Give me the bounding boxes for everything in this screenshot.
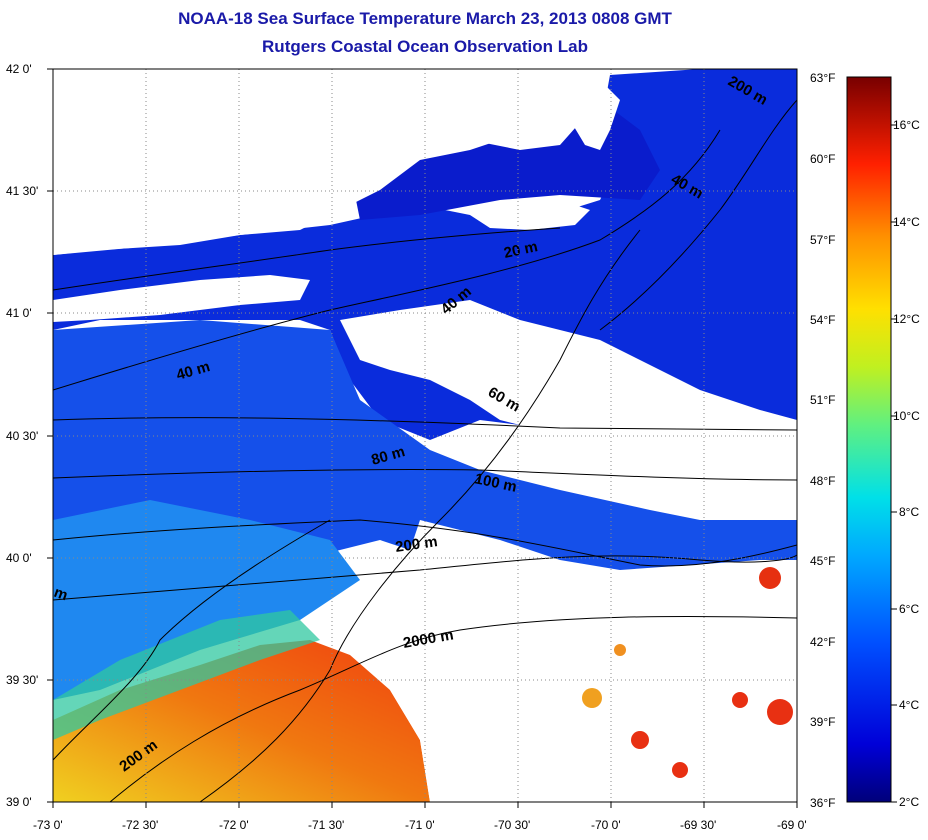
lat-label: 40 0' (6, 551, 32, 565)
cape-cod (500, 69, 620, 150)
lon-label: -70 30' (494, 818, 531, 832)
celsius-label: 10°C (893, 409, 920, 423)
lat-label: 42 0' (6, 62, 32, 76)
lon-label: -70 0' (591, 818, 621, 832)
fahrenheit-label: 48°F (810, 474, 836, 488)
warm-eddy (631, 731, 649, 749)
lon-label: -71 30' (308, 818, 345, 832)
fahrenheit-label: 42°F (810, 635, 836, 649)
lat-label: 40 30' (6, 429, 39, 443)
isobath-label-200m-mid: 200 m (394, 533, 438, 556)
warm-eddy (767, 699, 793, 725)
warm-eddy (582, 688, 602, 708)
warm-eddy (614, 644, 626, 656)
map-subtitle: Rutgers Coastal Ocean Observation Lab (262, 37, 588, 56)
long-island (53, 275, 310, 322)
cloud-east (340, 300, 797, 480)
isobaths (53, 99, 797, 802)
fahrenheit-label: 45°F (810, 554, 836, 568)
fahrenheit-label: 60°F (810, 152, 836, 166)
lon-label: -69 30' (680, 818, 717, 832)
lon-label: -71 0' (405, 818, 435, 832)
celsius-label: 12°C (893, 312, 920, 326)
fahrenheit-label: 63°F (810, 71, 836, 85)
lon-label: -73 0' (33, 818, 63, 832)
fahrenheit-label: 51°F (810, 393, 836, 407)
lat-label: 41 0' (6, 306, 32, 320)
cloud-south (370, 520, 797, 802)
celsius-label: 16°C (893, 118, 920, 132)
warm-eddy (672, 762, 688, 778)
warm-eddy (732, 692, 748, 708)
lat-label: 39 30' (6, 673, 39, 687)
celsius-label: 14°C (893, 215, 920, 229)
fahrenheit-label: 57°F (810, 233, 836, 247)
lat-label: 41 30' (6, 184, 39, 198)
transition-water (53, 610, 320, 740)
celsius-label: 8°C (899, 505, 920, 519)
celsius-label: 2°C (899, 795, 920, 809)
isobath-label-m-edge: m (52, 584, 70, 605)
land-north (53, 69, 520, 255)
warm-slope-water (53, 640, 430, 802)
map-title: NOAA-18 Sea Surface Temperature March 23… (178, 9, 672, 28)
fahrenheit-label: 39°F (810, 715, 836, 729)
isobath-label-20m: 20 m (502, 238, 539, 262)
lat-label: 39 0' (6, 795, 32, 809)
lon-label: -69 0' (777, 818, 807, 832)
fahrenheit-label: 36°F (810, 796, 836, 810)
fahrenheit-label: 54°F (810, 313, 836, 327)
warm-eddy (759, 567, 781, 589)
celsius-label: 6°C (899, 602, 920, 616)
lon-label: -72 30' (122, 818, 159, 832)
celsius-label: 4°C (899, 698, 920, 712)
graticule (53, 69, 797, 802)
axis-ticks (47, 68, 798, 808)
lon-label: -72 0' (219, 818, 249, 832)
martha-vineyard (470, 200, 590, 230)
